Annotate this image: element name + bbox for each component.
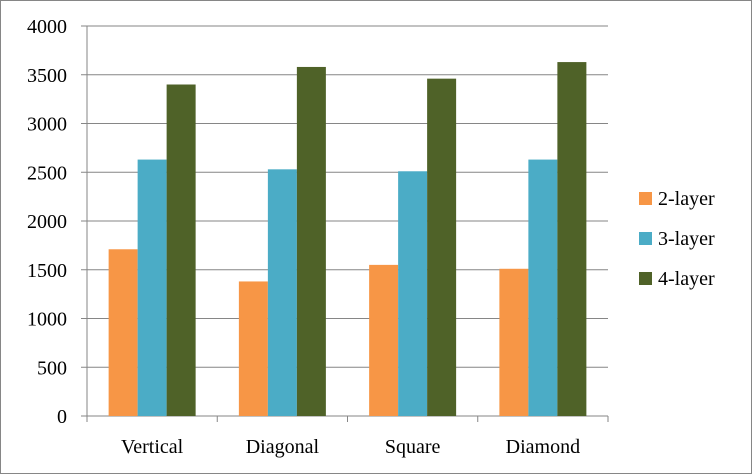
legend-label: 3-layer — [658, 228, 715, 250]
bar-4-layer-diagonal — [296, 66, 326, 416]
x-tick-label: Diagonal — [246, 436, 320, 458]
y-tick-label: 4000 — [27, 16, 67, 38]
bar-2-layer-vertical — [108, 249, 138, 416]
bar-2-layer-diagonal — [238, 281, 268, 416]
y-tick-label: 1500 — [27, 260, 67, 282]
x-tick-label: Square — [385, 436, 441, 458]
y-tick-label: 2000 — [27, 211, 67, 233]
y-tick-label: 2500 — [27, 162, 67, 184]
x-tick-label: Vertical — [121, 436, 184, 458]
bar-2-layer-diamond — [499, 268, 529, 416]
y-tick-label: 3500 — [27, 65, 67, 87]
y-tick-label: 500 — [37, 357, 67, 379]
bar-2-layer-square — [369, 264, 399, 416]
y-tick-label: 3000 — [27, 114, 67, 136]
bar-3-layer-vertical — [137, 159, 167, 416]
bar-4-layer-square — [427, 78, 457, 417]
bar-4-layer-vertical — [166, 84, 196, 416]
bar-4-layer-diamond — [557, 62, 587, 416]
legend-label: 2-layer — [658, 188, 715, 210]
bar-3-layer-square — [398, 171, 428, 416]
y-tick-label: 0 — [57, 406, 67, 428]
legend-label: 4-layer — [658, 268, 715, 290]
bar-3-layer-diamond — [528, 159, 558, 416]
y-tick-label: 1000 — [27, 309, 67, 331]
bar-3-layer-diagonal — [267, 169, 297, 416]
legend-swatch-2-layer — [639, 192, 652, 205]
legend-swatch-3-layer — [639, 232, 652, 245]
legend-swatch-4-layer — [639, 272, 652, 285]
x-tick-label: Diamond — [506, 436, 580, 458]
